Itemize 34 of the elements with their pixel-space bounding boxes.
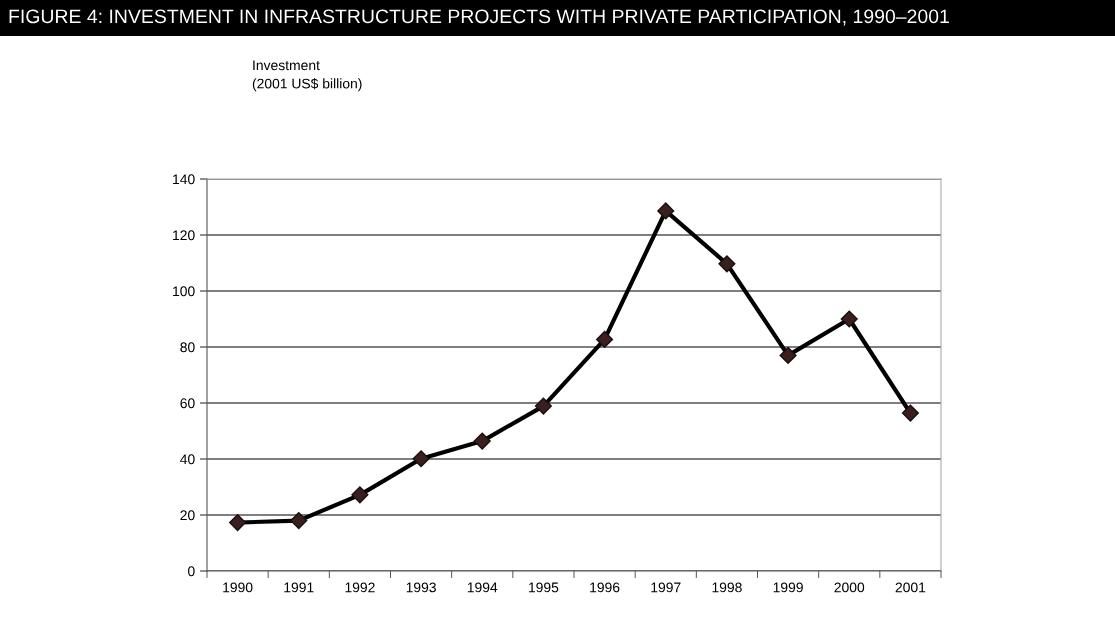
x-tick-label: 1997 (651, 582, 681, 593)
point (840, 310, 858, 328)
y-tick-label: 20 (180, 510, 195, 521)
point (351, 486, 369, 504)
point (290, 512, 308, 530)
text: Investment (2001 US$ billion) (252, 60, 362, 92)
x-tick-label: 2000 (834, 582, 865, 593)
point (412, 450, 430, 468)
chart-title: FIGURE 4: INVESTMENT IN INFRASTRUCTURE PROJECTS WITH PRIVATE PARTICIPATION, 1990–2001 (9, 9, 949, 26)
point (596, 330, 614, 348)
y-tick-label: 120 (173, 230, 195, 241)
y-tick-label: 140 (173, 174, 195, 185)
y-tick-label: 60 (180, 398, 195, 409)
point (473, 432, 491, 450)
x-tick-label: 1999 (773, 582, 803, 593)
point (229, 514, 247, 532)
x-tick-label: 1998 (712, 582, 742, 593)
x-tick-label: 1990 (223, 582, 253, 593)
point (901, 404, 919, 422)
y-tick-label: 40 (180, 454, 195, 465)
x-tick-label: 1995 (529, 582, 559, 593)
x-tick-label: 1994 (467, 582, 498, 593)
point (534, 397, 552, 415)
x-tick-label: 1991 (284, 582, 314, 593)
x-tick-label: 1993 (406, 582, 436, 593)
y-tick-label: 0 (188, 566, 195, 577)
point (718, 255, 736, 273)
x-tick-label: 1992 (345, 582, 375, 593)
y-tick-label: 100 (173, 286, 195, 297)
x-tick-label: 2001 (895, 582, 926, 593)
x-tick-label: 1996 (590, 582, 620, 593)
point (779, 346, 797, 364)
point (657, 202, 675, 220)
y-tick-label: 80 (180, 342, 195, 353)
